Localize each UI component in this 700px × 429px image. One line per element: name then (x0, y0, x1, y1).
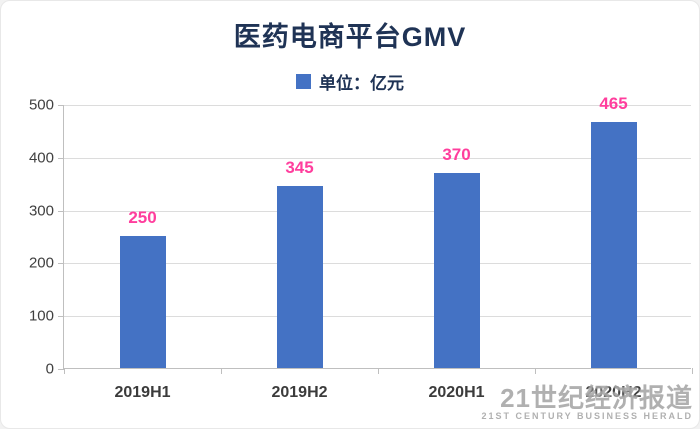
x-category-label-2019H1: 2019H1 (114, 384, 171, 401)
data-label-2019H2: 345 (285, 157, 314, 177)
plot-area: 0 100 200 300 400 500 250 2019H1 345 2019H2 370 202… (29, 94, 693, 401)
x-tick-mark (64, 368, 65, 374)
x-tick-mark (221, 368, 222, 374)
data-label-2019H1: 250 (128, 208, 157, 227)
gridline (64, 263, 691, 265)
y-tick-mark (58, 369, 64, 370)
y-tick-label: 300 (28, 202, 54, 220)
data-label-2020H1: 370 (442, 144, 471, 164)
gridline (64, 105, 691, 106)
x-tick-mark (535, 368, 536, 374)
y-tick-label: 500 (28, 96, 54, 114)
y-tick-mark (58, 316, 64, 318)
bar-2020H1 (433, 172, 480, 368)
bar-2019H1 (119, 236, 166, 368)
legend: 单位：亿元 (1, 69, 699, 94)
y-tick-mark (58, 105, 64, 106)
chart-title: 医药电商平台GMV (233, 22, 467, 52)
watermark-sub-text: 21ST CENTURY BUSINESS HERALD (481, 411, 693, 422)
gridline (64, 316, 691, 318)
x-category-label-2020H1: 2020H1 (428, 384, 485, 401)
y-tick-label: 200 (28, 254, 54, 272)
y-tick-mark (58, 210, 64, 212)
y-tick-mark (58, 157, 64, 159)
gridline (64, 210, 691, 212)
bar-2020H2 (590, 122, 637, 368)
y-tick-mark (58, 263, 64, 265)
data-label-2020H2: 465 (599, 94, 628, 114)
x-category-label-2019H2: 2019H2 (271, 384, 328, 401)
legend-label: 单位：亿元 (319, 74, 404, 93)
bar-2019H2 (276, 185, 323, 368)
legend-swatch-icon (296, 74, 311, 89)
y-tick-label: 400 (28, 149, 54, 167)
gridline (64, 157, 691, 159)
x-tick-mark (378, 368, 379, 374)
y-tick-label: 0 (45, 360, 54, 378)
x-tick-mark (692, 368, 693, 374)
y-tick-label: 100 (28, 307, 54, 325)
x-category-label-2020H2: 2020H2 (585, 384, 642, 401)
